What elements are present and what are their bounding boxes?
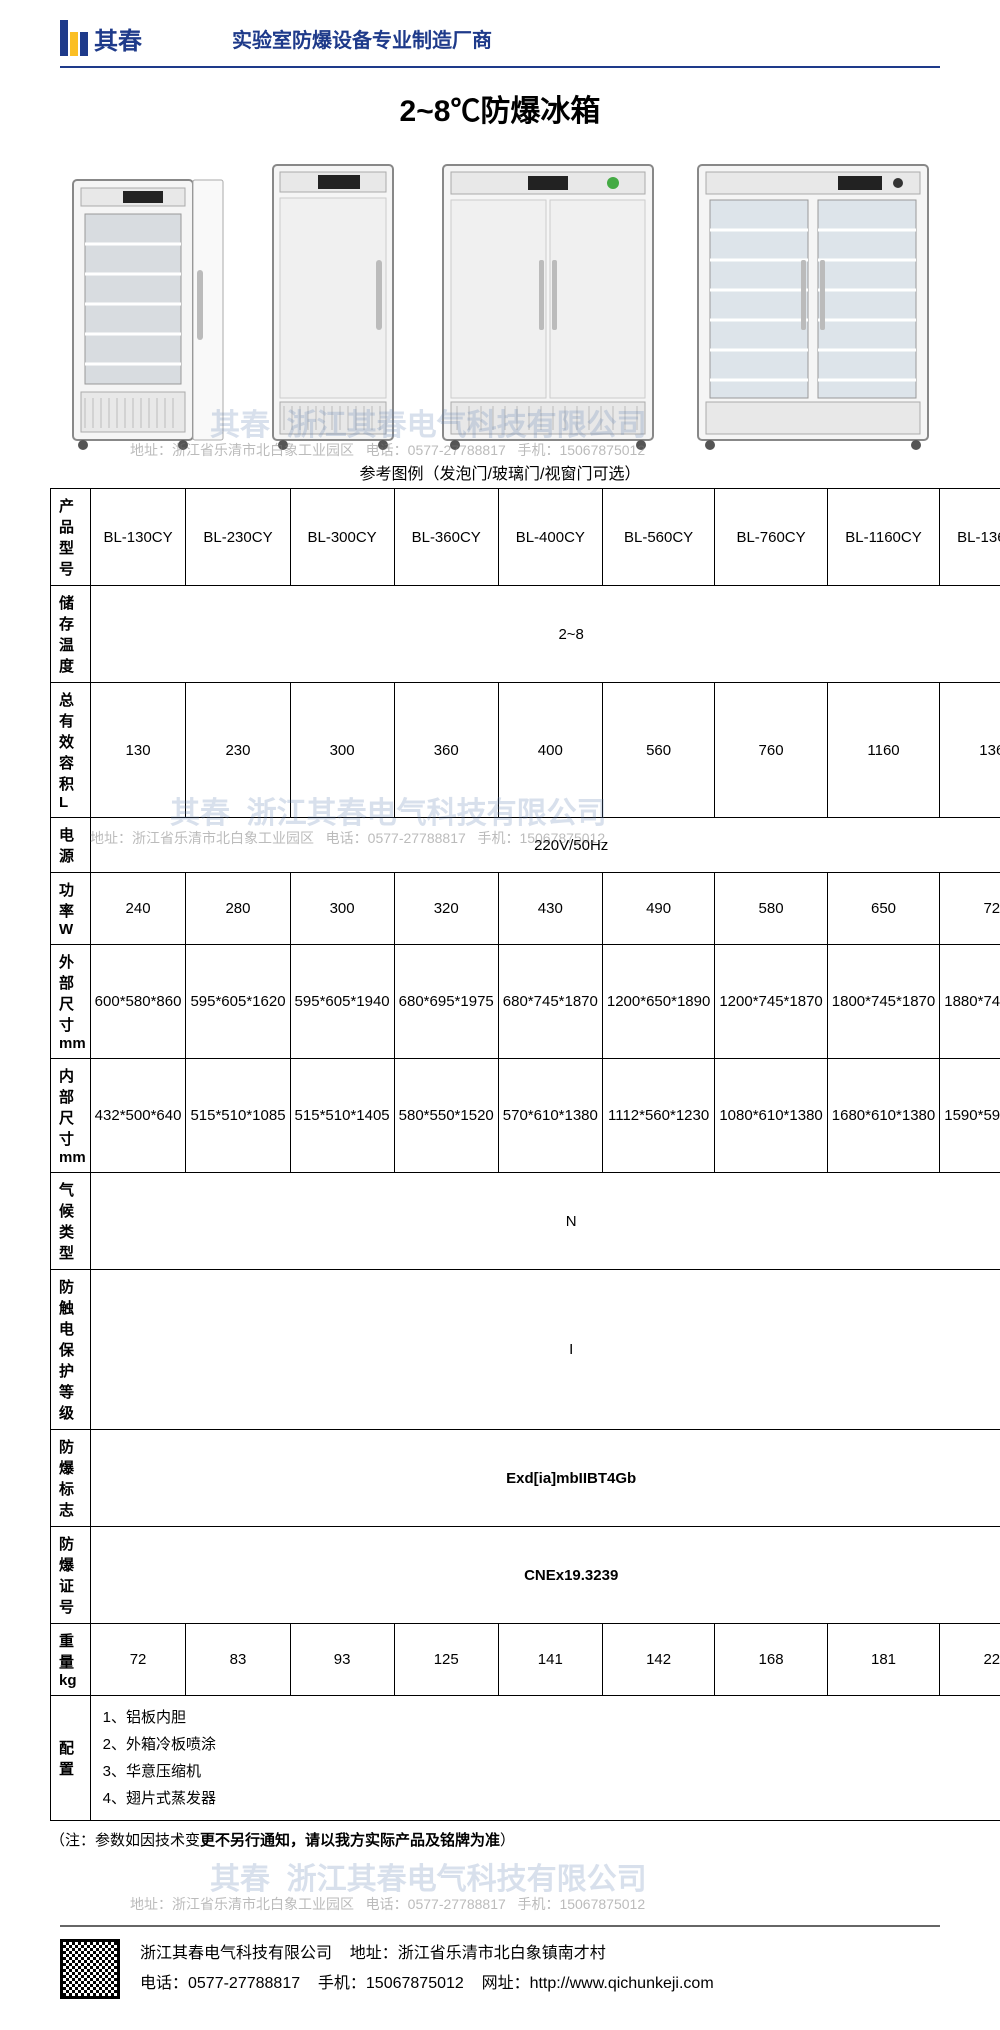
header-divider [60,66,940,68]
note: （注：参数如因技术变更不另行通知，请以我方实际产品及铭牌为准） [50,1829,950,1850]
fridge-image-4 [688,160,938,450]
config-cell: 1、铝板内胆 2、外箱冷板喷涂 3、华意压缩机 4、翅片式蒸发器 [90,1696,1000,1821]
label-power-w: 功率 W [51,873,91,945]
label-outer: 外部尺寸mm [51,945,91,1059]
fridge-image-2 [258,160,408,450]
row-config: 配置 1、铝板内胆 2、外箱冷板喷涂 3、华意压缩机 4、翅片式蒸发器 [51,1696,1000,1821]
label-model: 产品型号 [51,489,91,586]
spec-table: 产品型号 BL-130CY BL-230CY BL-300CY BL-360CY… [50,488,1000,1821]
row-climate: 气候类型 N [51,1173,1000,1270]
footer-text: 浙江其春电气科技有限公司 地址：浙江省乐清市北白象镇南才村 电话：0577-27… [140,1939,714,2000]
label-shock: 防触电保护等级 [51,1270,91,1430]
label-climate: 气候类型 [51,1173,91,1270]
label-inner: 内部尺寸mm [51,1059,91,1173]
logo-text: 其春 [94,21,142,56]
label-temp: 储存温度 [51,586,91,683]
row-shock: 防触电保护等级 I [51,1270,1000,1430]
row-power-supply: 电源 220V/50Hz [51,818,1000,873]
label-volume: 总有效容积 L [51,683,91,818]
row-explosion-mark: 防爆标志 Exd[ia]mbIIBT4Gb [51,1430,1000,1527]
row-temp: 储存温度 2~8 [51,586,1000,683]
page-title: 2~8℃防爆冰箱 [0,86,1000,130]
page-header: 其春 实验室防爆设备专业制造厂商 [0,0,1000,66]
label-weight: 重量 kg [51,1624,91,1696]
label-config: 配置 [51,1696,91,1821]
watermark-company-3: 其春 浙江其春电气科技有限公司 [210,1854,647,1898]
label-power-supply: 电源 [51,818,91,873]
row-model: 产品型号 BL-130CY BL-230CY BL-300CY BL-360CY… [51,489,1000,586]
row-outer: 外部尺寸mm 600*580*860 595*605*1620 595*605*… [51,945,1000,1059]
page-footer: 浙江其春电气科技有限公司 地址：浙江省乐清市北白象镇南才村 电话：0577-27… [0,1910,1000,2030]
fridge-image-1 [63,170,233,450]
row-inner: 内部尺寸mm 432*500*640 515*510*1085 515*510*… [51,1059,1000,1173]
row-volume: 总有效容积 L 130 230 300 360 400 560 760 1160… [51,683,1000,818]
footer-divider [60,1925,940,1927]
label-explosion-cert: 防爆证号 [51,1527,91,1624]
image-caption: 参考图例（发泡门/玻璃门/视窗门可选） [0,460,1000,484]
row-explosion-cert: 防爆证号 CNEx19.3239 [51,1527,1000,1624]
product-image-row [0,150,1000,450]
label-explosion-mark: 防爆标志 [51,1430,91,1527]
row-weight: 重量 kg 72 83 93 125 141 142 168 181 220 [51,1624,1000,1696]
logo-icon [60,20,88,56]
row-power-w: 功率 W 240 280 300 320 430 490 580 650 720 [51,873,1000,945]
fridge-image-3 [433,160,663,450]
qr-code-icon [60,1939,120,1999]
brand-logo: 其春 [60,20,142,56]
header-subtitle: 实验室防爆设备专业制造厂商 [232,24,492,53]
